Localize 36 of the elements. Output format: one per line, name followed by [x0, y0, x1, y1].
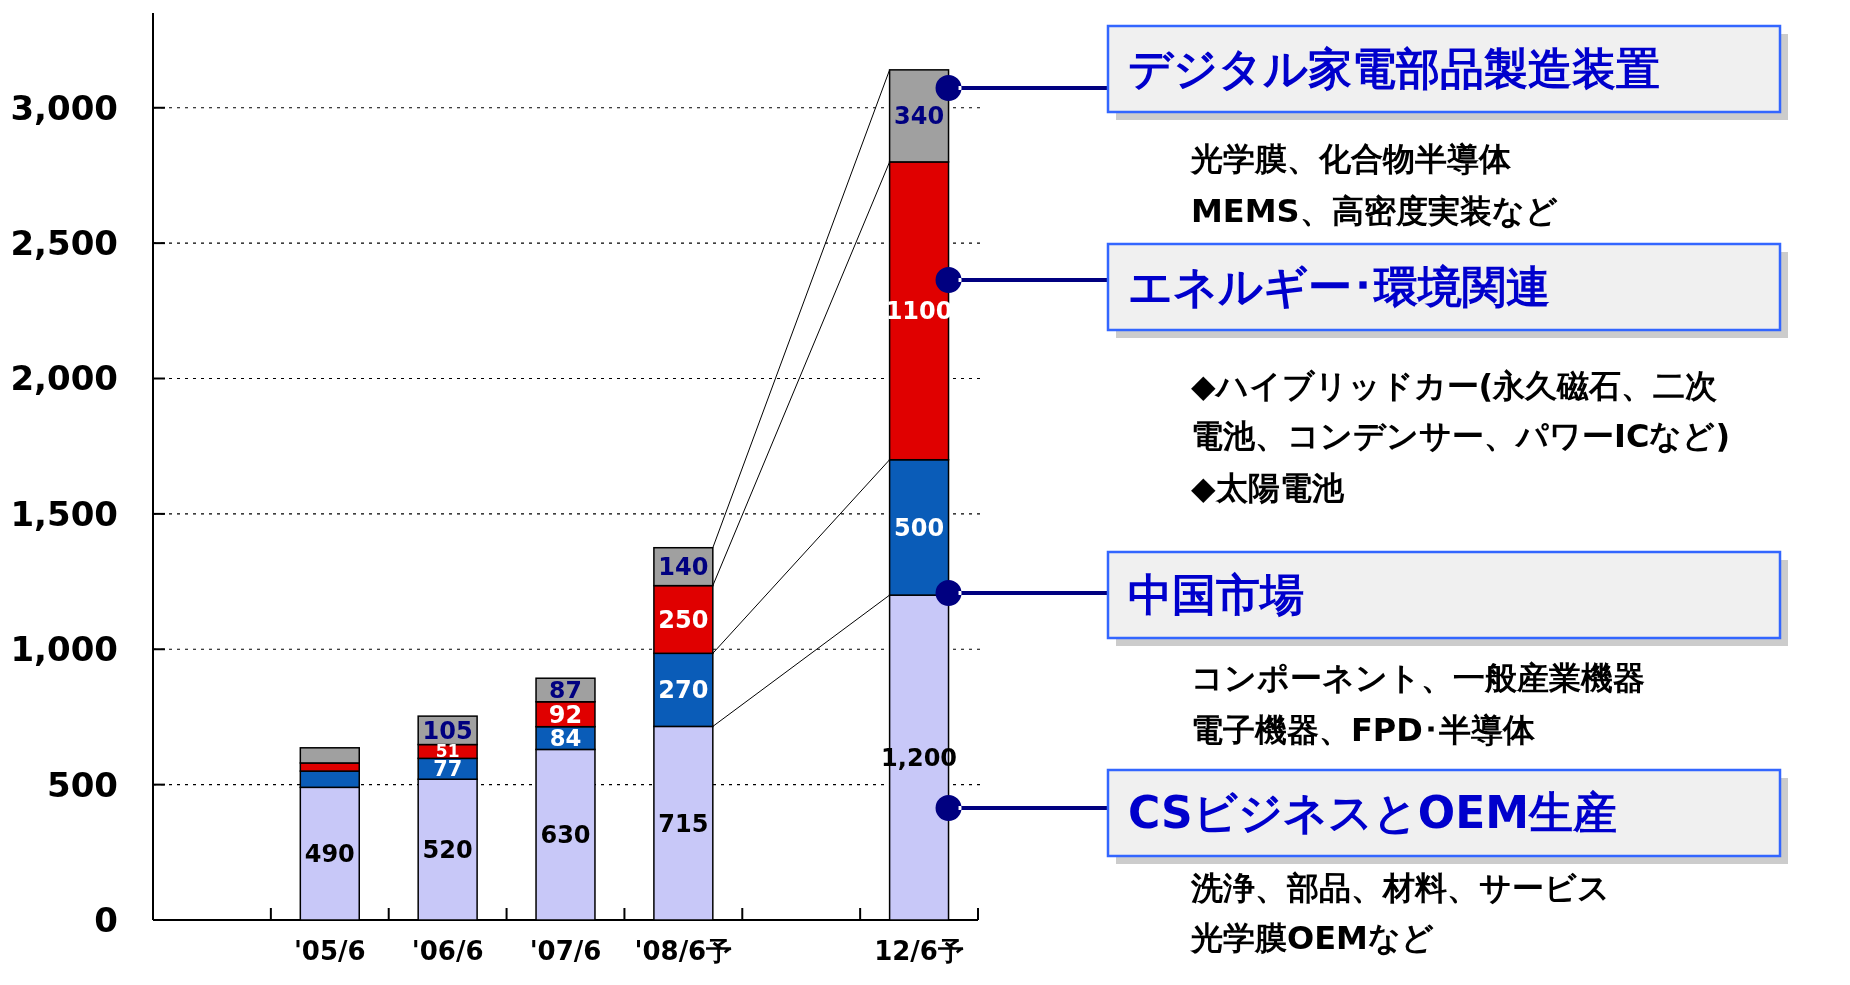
y-tick-label: 3,000 [10, 87, 118, 128]
text: 中国市場 [1128, 569, 1304, 621]
text: 光学膜、化合物半導体 [1189, 140, 1512, 179]
data-label: 105 [422, 716, 473, 745]
y-tick-label: 1,000 [10, 629, 118, 670]
data-label: 490 [304, 840, 355, 869]
text: 光学膜OEMなど [1189, 919, 1434, 958]
y-tick-label: 0 [94, 899, 118, 940]
x-tick-label: '05/6 [293, 936, 366, 966]
text: ◆ハイブリッドカー(永久磁石、二次 [1191, 367, 1718, 406]
text: ◆太陽電池 [1191, 469, 1345, 508]
text: 電子機器、FPD･半導体 [1191, 711, 1536, 750]
text: CSビジネスとOEM生産 [1128, 787, 1618, 839]
y-tick-label: 2,000 [10, 358, 118, 399]
x-tick-label: '07/6 [529, 936, 602, 966]
text: 電池、コンデンサー、パワーICなど) [1191, 417, 1731, 456]
text: MEMS、高密度実装など [1191, 192, 1558, 231]
data-label: 630 [540, 821, 591, 850]
text: コンポーネント、一般産業機器 [1191, 659, 1645, 698]
data-label: 270 [658, 676, 709, 705]
data-label: 715 [658, 809, 709, 838]
data-label: 250 [658, 605, 709, 634]
data-label: 140 [658, 553, 709, 582]
y-tick-label: 2,500 [10, 223, 118, 264]
text: デジタル家電部品製造装置 [1128, 43, 1660, 95]
x-tick-label: '08/6予 [634, 936, 733, 966]
x-tick-label: 12/6予 [874, 936, 964, 966]
y-tick-label: 500 [47, 764, 118, 805]
text: エネルギー･環境関連 [1128, 261, 1550, 313]
data-label: 77 [433, 757, 463, 782]
data-label: 500 [894, 513, 945, 542]
text: 洗浄、部品、材料、サービス [1190, 869, 1610, 908]
data-label: 340 [894, 102, 945, 131]
data-label: 520 [422, 836, 473, 865]
y-tick-label: 1,500 [10, 493, 118, 534]
x-tick-label: '06/6 [411, 936, 484, 966]
